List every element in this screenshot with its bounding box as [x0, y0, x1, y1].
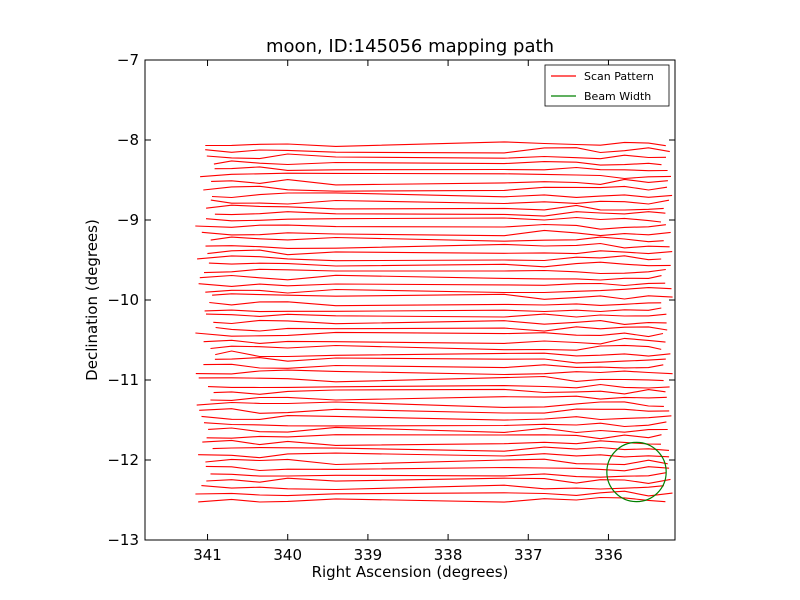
scan-line: [195, 369, 673, 376]
scan-line: [201, 415, 672, 421]
scan-line: [210, 199, 670, 205]
x-tick-label: 336: [594, 546, 623, 564]
scan-line: [199, 274, 662, 281]
scan-line: [214, 357, 666, 364]
scan-line: [203, 363, 664, 369]
scan-line: [195, 490, 673, 497]
scan-line: [211, 178, 668, 186]
x-tick-label: 340: [273, 546, 302, 564]
scan-line: [205, 313, 667, 318]
legend-beam-width-label: Beam Width: [584, 90, 651, 103]
scan-line: [198, 282, 666, 287]
scan-line: [209, 301, 662, 307]
scan-line: [203, 337, 666, 345]
scan-line: [210, 472, 667, 478]
scan-line: [213, 319, 667, 325]
y-tick-label: −8: [117, 131, 139, 149]
scan-line: [214, 166, 668, 172]
scan-pattern-series: [195, 141, 673, 503]
scan-line: [199, 408, 670, 414]
scan-line: [205, 147, 670, 154]
scan-line: [213, 388, 666, 395]
scan-line: [205, 216, 662, 223]
scan-line: [203, 185, 668, 192]
y-tick-label: −11: [107, 371, 139, 389]
scan-line: [207, 249, 673, 256]
scan-line: [212, 293, 673, 300]
beam-width-circle: [606, 441, 667, 503]
x-tick-label: 337: [514, 546, 543, 564]
scan-line: [206, 477, 671, 484]
scan-line: [197, 255, 662, 262]
scan-line: [196, 401, 664, 408]
scan-line: [210, 344, 662, 351]
scan-line: [213, 160, 662, 166]
scan-line: [207, 383, 670, 389]
scan-line: [208, 426, 668, 434]
scan-line: [212, 446, 670, 452]
x-axis-label: Right Ascension (degrees): [312, 563, 509, 581]
y-axis-label: Declination (degrees): [83, 219, 101, 381]
scan-line: [208, 261, 671, 268]
scan-line: [198, 496, 666, 503]
scan-line: [205, 458, 668, 466]
scan-line: [215, 326, 668, 332]
y-axis: −13 −12 −11 −10 −9 −8 −7: [107, 51, 675, 549]
scan-line: [214, 211, 666, 217]
scan-line: [205, 242, 670, 249]
y-tick-label: −10: [107, 291, 139, 309]
y-tick-label: −12: [107, 451, 139, 469]
beam-width-series: [606, 441, 667, 503]
x-tick-label: 339: [354, 546, 383, 564]
scan-line: [206, 434, 662, 440]
scan-line: [198, 452, 670, 459]
scan-line: [201, 229, 671, 237]
scan-line: [206, 204, 664, 211]
legend-frame: [544, 64, 670, 107]
scan-line: [200, 172, 672, 180]
x-tick-label: 341: [193, 546, 222, 564]
x-tick-label: 338: [434, 546, 463, 564]
scan-line: [203, 421, 667, 428]
scan-line: [205, 287, 672, 294]
scan-line: [205, 465, 670, 472]
scan-line: [202, 439, 662, 446]
scan-line: [215, 350, 671, 358]
scan-line: [205, 141, 666, 147]
legend: Scan Pattern Beam Width: [544, 64, 670, 107]
x-axis: 341 340 339 338 337 336: [193, 60, 623, 564]
scan-line: [198, 375, 664, 383]
scan-line: [204, 307, 662, 313]
y-tick-label: −7: [117, 51, 139, 69]
scan-line: [210, 395, 667, 401]
scan-line: [195, 331, 664, 338]
y-tick-label: −13: [107, 531, 139, 549]
y-tick-label: −9: [117, 211, 139, 229]
chart-title: moon, ID:145056 mapping path: [266, 36, 554, 57]
scan-line: [210, 236, 664, 243]
scan-line: [206, 153, 667, 160]
scan-line: [211, 192, 673, 199]
scan-line: [195, 223, 666, 230]
scan-line: [203, 268, 666, 275]
scan-line: [201, 484, 664, 491]
legend-scan-pattern-label: Scan Pattern: [584, 70, 654, 83]
